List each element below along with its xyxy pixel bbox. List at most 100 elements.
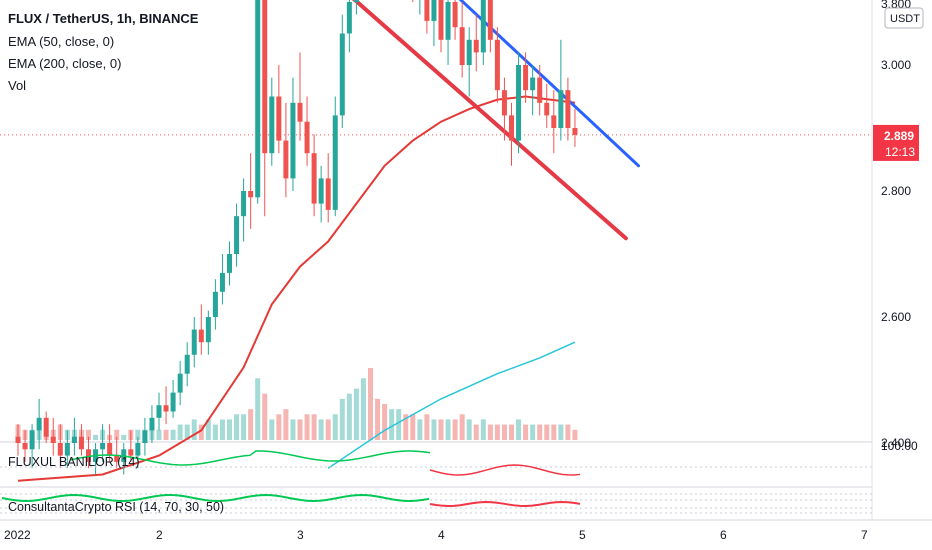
candle-body[interactable]	[191, 329, 197, 355]
candle-body[interactable]	[431, 0, 437, 21]
candle-body[interactable]	[100, 443, 106, 450]
candle-body[interactable]	[248, 191, 254, 198]
candle-body[interactable]	[346, 1, 352, 34]
volume-bar	[403, 414, 409, 440]
candle-body[interactable]	[29, 430, 35, 450]
legend-volume[interactable]: Vol	[8, 78, 27, 93]
price-axis[interactable]	[872, 0, 932, 550]
candle-body[interactable]	[57, 443, 63, 456]
legend-ema200[interactable]: EMA (200, close, 0)	[8, 56, 122, 71]
ema200-line[interactable]	[327, 341, 576, 469]
candle-body[interactable]	[339, 33, 345, 116]
candle-body[interactable]	[43, 417, 49, 437]
candle-body[interactable]	[276, 96, 282, 141]
candle-body[interactable]	[353, 0, 359, 2]
candle-body[interactable]	[15, 436, 21, 443]
volume-bar	[241, 414, 247, 440]
candle-body[interactable]	[332, 115, 338, 210]
volume-bar	[431, 419, 437, 440]
candle-body[interactable]	[551, 115, 557, 128]
volume-bar	[466, 419, 472, 440]
candle-body[interactable]	[269, 96, 275, 154]
ema50-line[interactable]	[17, 95, 576, 482]
trendline-lower[interactable]	[261, 0, 628, 241]
candle-body[interactable]	[262, 0, 268, 154]
candle-body[interactable]	[290, 102, 296, 179]
candle-body[interactable]	[480, 0, 486, 53]
fluxul-line-up	[69, 450, 431, 466]
candle-body[interactable]	[177, 373, 183, 393]
candle-body[interactable]	[297, 102, 303, 122]
candle-body[interactable]	[311, 153, 317, 204]
currency-badge[interactable]	[884, 7, 924, 29]
candle-body[interactable]	[459, 27, 465, 65]
candle-body[interactable]	[156, 405, 162, 418]
candle-body[interactable]	[86, 449, 91, 462]
candle-body[interactable]	[36, 417, 42, 431]
volume-bar	[480, 419, 486, 440]
candle-body[interactable]	[241, 191, 247, 217]
rsi-line-up	[1, 494, 430, 503]
chart-title: FLUX / TetherUS, 1h, BINANCE	[8, 11, 199, 26]
panel-label-rsi[interactable]: ConsultantaCrypto RSI (14, 70, 30, 50)	[8, 500, 225, 514]
candle-body[interactable]	[445, 1, 451, 40]
candle-body[interactable]	[234, 216, 240, 254]
candle-body[interactable]	[487, 0, 493, 40]
candle-body[interactable]	[530, 77, 536, 91]
candle-body[interactable]	[466, 39, 472, 65]
candle-body[interactable]	[107, 443, 113, 456]
candle-body[interactable]	[50, 436, 56, 443]
price-tick-label: 3.000	[881, 58, 911, 72]
candle-body[interactable]	[325, 178, 331, 210]
candle-body[interactable]	[163, 405, 169, 412]
candle-body[interactable]	[537, 77, 543, 103]
trendline-upper[interactable]	[261, 0, 641, 168]
candle-body[interactable]	[184, 354, 190, 374]
candle-body[interactable]	[205, 317, 211, 343]
candle-body[interactable]	[501, 90, 507, 116]
volume-bar	[509, 424, 514, 440]
price-tick-label: 2.400	[881, 436, 911, 450]
candle-body[interactable]	[227, 254, 232, 273]
candle-body[interactable]	[128, 449, 134, 456]
candle-body[interactable]	[424, 0, 430, 21]
candle-body[interactable]	[64, 443, 70, 456]
candle-body[interactable]	[438, 0, 444, 40]
candle-body[interactable]	[304, 121, 310, 154]
candle-body[interactable]	[149, 417, 155, 431]
candle-body[interactable]	[572, 128, 578, 135]
last-price-badge[interactable]	[873, 124, 919, 161]
candle-body[interactable]	[135, 443, 141, 456]
candle-body[interactable]	[22, 443, 28, 450]
candle-body[interactable]	[544, 102, 550, 116]
candle-body[interactable]	[318, 178, 324, 204]
candle-body[interactable]	[219, 272, 225, 292]
candle-body[interactable]	[114, 455, 120, 462]
volume-bar	[382, 404, 388, 440]
candle-body[interactable]	[509, 115, 514, 141]
candle-body[interactable]	[516, 65, 522, 141]
candle-body[interactable]	[198, 329, 204, 343]
candle-body[interactable]	[170, 392, 176, 412]
candle-body[interactable]	[283, 140, 289, 179]
countdown-label: 12:13	[885, 145, 915, 159]
volume-bar	[205, 419, 211, 440]
panel-label-fluxul[interactable]: FLUXUL BANILOR (14)	[8, 455, 140, 469]
candle-body[interactable]	[473, 39, 479, 53]
candle-body[interactable]	[212, 291, 218, 317]
candle-body[interactable]	[494, 39, 500, 91]
legend-ema50[interactable]: EMA (50, close, 0)	[8, 34, 115, 49]
candle-body[interactable]	[558, 90, 564, 128]
candle-body[interactable]	[523, 65, 529, 91]
candle-body[interactable]	[565, 90, 571, 128]
candle-body[interactable]	[452, 1, 458, 28]
volume-bar	[262, 393, 268, 440]
volume-bar	[360, 378, 366, 440]
candle-body[interactable]	[255, 0, 261, 198]
candle-body[interactable]	[142, 430, 148, 443]
volume-bar	[163, 429, 169, 440]
candle-body[interactable]	[71, 436, 77, 443]
volume-bar	[346, 393, 352, 440]
candle-body[interactable]	[78, 436, 84, 450]
